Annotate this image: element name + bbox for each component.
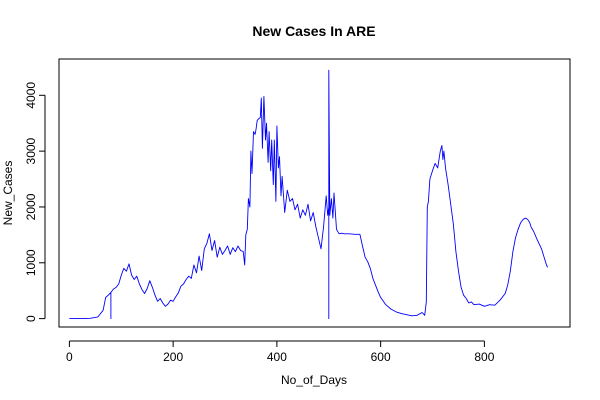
x-tick-label: 800 [474,350,494,364]
y-tick-label: 0 [24,315,38,322]
plot-area-frame [58,58,571,328]
y-axis-title: New_Cases [1,161,15,226]
x-tick-label: 0 [66,350,73,364]
y-tick-label: 4000 [24,82,38,109]
y-tick-label: 1000 [24,249,38,276]
series-layer [69,69,549,320]
x-axis: 0 200 400 600 800 [66,340,495,364]
x-axis-title: No_of_Days [281,373,347,387]
y-axis: 0 1000 2000 3000 4000 [24,82,46,322]
y-tick-label: 2000 [24,193,38,220]
series-line [69,69,549,320]
chart-title: New Cases In ARE [252,23,375,39]
x-tick-label: 600 [371,350,391,364]
y-tick-label: 3000 [24,137,38,164]
x-tick-label: 200 [163,350,183,364]
x-tick-label: 400 [267,350,287,364]
